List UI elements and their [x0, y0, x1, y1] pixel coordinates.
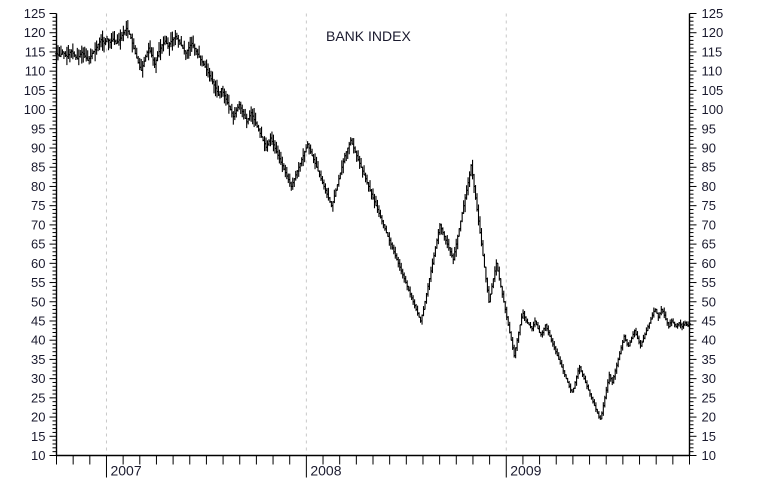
ytick-label-left-30: 30	[31, 371, 45, 386]
ytick-label-right-100: 100	[702, 102, 724, 117]
ytick-label-left-60: 60	[31, 256, 45, 271]
ytick-label-right-45: 45	[702, 313, 716, 328]
ytick-label-right-90: 90	[702, 141, 716, 156]
ytick-label-left-110: 110	[25, 64, 46, 79]
ytick-label-left-120: 120	[24, 25, 46, 40]
ytick-label-right-85: 85	[702, 160, 716, 175]
ytick-label-right-80: 80	[702, 179, 716, 194]
ytick-label-right-105: 105	[702, 83, 724, 98]
xtick-label-2008: 2008	[310, 463, 341, 479]
ytick-label-left-85: 85	[31, 160, 45, 175]
ytick-label-right-75: 75	[702, 198, 716, 213]
ytick-label-right-40: 40	[702, 333, 716, 348]
ytick-label-left-25: 25	[31, 390, 45, 405]
xtick-label-2009: 2009	[510, 463, 541, 479]
ytick-label-left-95: 95	[31, 121, 45, 136]
ytick-label-right-30: 30	[702, 371, 716, 386]
ytick-label-right-25: 25	[702, 390, 716, 405]
ytick-label-left-45: 45	[31, 313, 45, 328]
ytick-label-right-70: 70	[702, 217, 716, 232]
ytick-label-left-50: 50	[31, 294, 45, 309]
price-series	[54, 20, 692, 420]
ytick-label-left-20: 20	[31, 410, 45, 425]
ytick-label-left-105: 105	[24, 83, 46, 98]
xtick-label-2007: 2007	[110, 463, 141, 479]
ytick-label-left-115: 115	[25, 44, 46, 59]
ytick-label-right-20: 20	[702, 410, 716, 425]
axes-group	[49, 13, 697, 456]
ytick-label-right-65: 65	[702, 237, 716, 252]
ytick-label-right-55: 55	[702, 275, 716, 290]
ytick-label-right-125: 125	[702, 6, 724, 21]
ytick-label-right-115: 115	[702, 44, 723, 59]
ytick-label-right-120: 120	[702, 25, 724, 40]
ytick-label-right-95: 95	[702, 121, 716, 136]
ytick-label-left-55: 55	[31, 275, 45, 290]
ytick-label-left-90: 90	[31, 141, 45, 156]
ytick-label-left-15: 15	[31, 429, 45, 444]
chart-title: BANK INDEX	[326, 28, 411, 44]
ytick-label-left-35: 35	[31, 352, 45, 367]
ytick-label-right-35: 35	[702, 352, 716, 367]
ytick-label-right-60: 60	[702, 256, 716, 271]
ytick-label-left-10: 10	[31, 448, 45, 463]
ytick-label-right-110: 110	[702, 64, 723, 79]
ytick-label-left-70: 70	[31, 217, 45, 232]
ytick-label-left-125: 125	[24, 6, 46, 21]
ytick-label-left-100: 100	[24, 102, 46, 117]
ytick-label-left-65: 65	[31, 237, 45, 252]
ytick-label-right-15: 15	[702, 429, 716, 444]
ytick-label-left-80: 80	[31, 179, 45, 194]
ytick-label-right-50: 50	[702, 294, 716, 309]
ytick-label-left-40: 40	[31, 333, 45, 348]
ytick-label-left-75: 75	[31, 198, 45, 213]
ytick-label-right-10: 10	[702, 448, 716, 463]
